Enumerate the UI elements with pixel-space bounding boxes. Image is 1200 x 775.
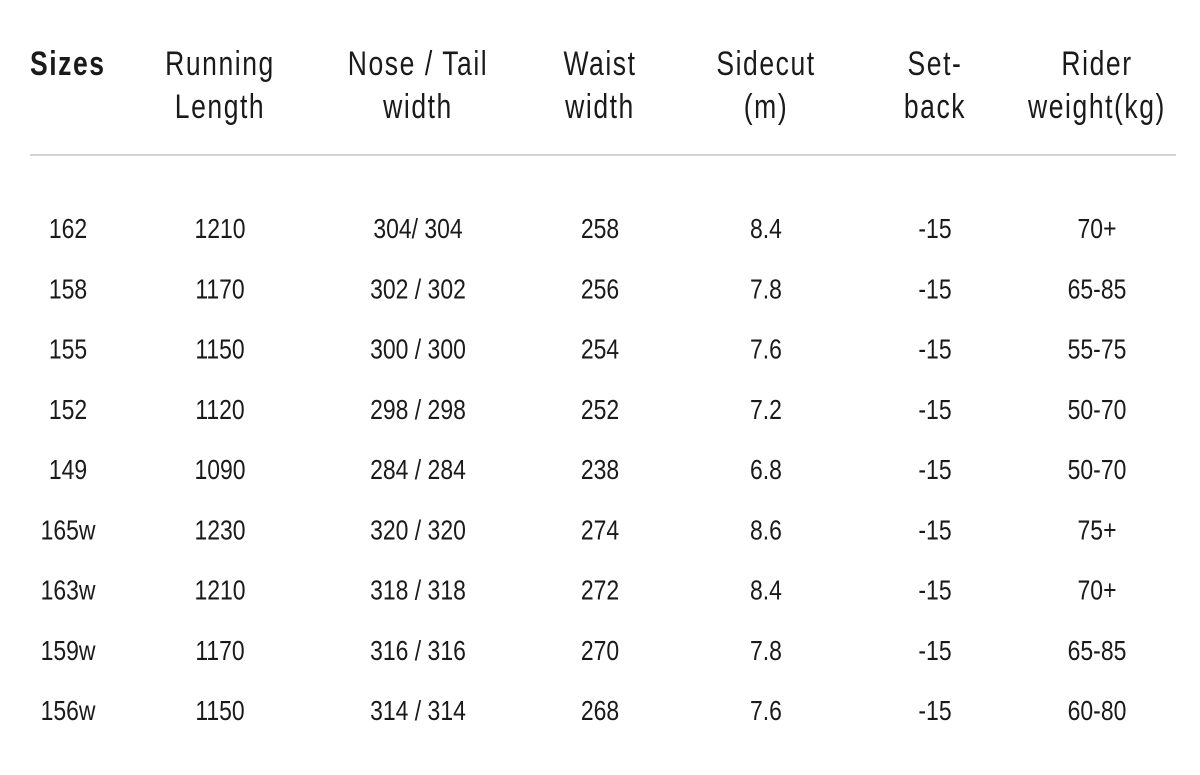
table-cell: 7.8 [750,636,782,667]
table-cell: -15 [918,515,951,546]
table-cell: -15 [918,214,951,245]
table-cell: 1230 [194,515,245,546]
table-cell: 8.6 [750,515,782,546]
header-cell: Waist width [563,45,636,126]
table-cell: 50-70 [1068,455,1127,486]
table-cell: 60-80 [1068,696,1127,727]
table-cell: 7.8 [750,274,782,305]
table-cell: 149 [49,455,87,486]
table-cell: 320 / 320 [370,515,466,546]
table-cell: 272 [581,575,619,606]
table-cell: 152 [49,395,87,426]
table-cell: 158 [49,274,87,305]
table-cell: 165w [41,515,96,546]
table-cell: 254 [581,334,619,365]
table-cell: 256 [581,274,619,305]
table-cell: 155 [49,334,87,365]
table-cell: -15 [918,334,951,365]
table-cell: 274 [581,515,619,546]
table-cell: 300 / 300 [370,334,466,365]
header-cell: Nose / Tail width [348,45,488,126]
table-cell: 1090 [194,455,245,486]
table-cell: 318 / 318 [370,575,466,606]
table-cell: -15 [918,395,951,426]
table-cell: 316 / 316 [370,636,466,667]
table-cell: 70+ [1078,214,1117,245]
table-cell: 8.4 [750,214,782,245]
table-cell: -15 [918,274,951,305]
table-cell: 159w [41,636,96,667]
table-cell: 1170 [195,274,244,305]
table-cell: 252 [581,395,619,426]
table-cell: 284 / 284 [370,455,466,486]
table-cell: 70+ [1078,575,1117,606]
header-cell: Sizes [30,45,106,83]
table-cell: 238 [581,455,619,486]
table-cell: 162 [49,214,87,245]
table-cell: 6.8 [750,455,782,486]
table-cell: 1210 [194,214,245,245]
table-cell: 75+ [1078,515,1117,546]
table-cell: 156w [41,696,96,727]
table-cell: 7.2 [750,395,782,426]
table-cell: 55-75 [1068,334,1127,365]
table-cell: 314 / 314 [370,696,466,727]
table-cell: 1150 [195,696,244,727]
header-cell: Running Length [165,45,275,126]
table-cell: -15 [918,696,951,727]
table-cell: 298 / 298 [370,395,466,426]
table-cell: 1150 [195,334,244,365]
table-cell: -15 [918,455,951,486]
table-cell: 7.6 [750,696,782,727]
table-cell: -15 [918,575,951,606]
table-cell: 8.4 [750,575,782,606]
table-cell: 163w [41,575,96,606]
header-cell: Sidecut (m) [716,45,815,126]
table-cell: 65-85 [1068,274,1127,305]
table-cell: -15 [918,636,951,667]
table-cell: 268 [581,696,619,727]
table-cell: 1120 [195,395,244,426]
table-cell: 270 [581,636,619,667]
table-cell: 50-70 [1068,395,1127,426]
table-cell: 1170 [195,636,244,667]
table-cell: 258 [581,214,619,245]
header-cell: Set-back [904,45,966,126]
header-cell: Rider weight(kg) [1027,45,1166,126]
table-cell: 1210 [194,575,245,606]
table-cell: 302 / 302 [370,274,466,305]
table-cell: 304/ 304 [373,214,462,245]
table-cell: 7.6 [750,334,782,365]
table-cell: 65-85 [1068,636,1127,667]
